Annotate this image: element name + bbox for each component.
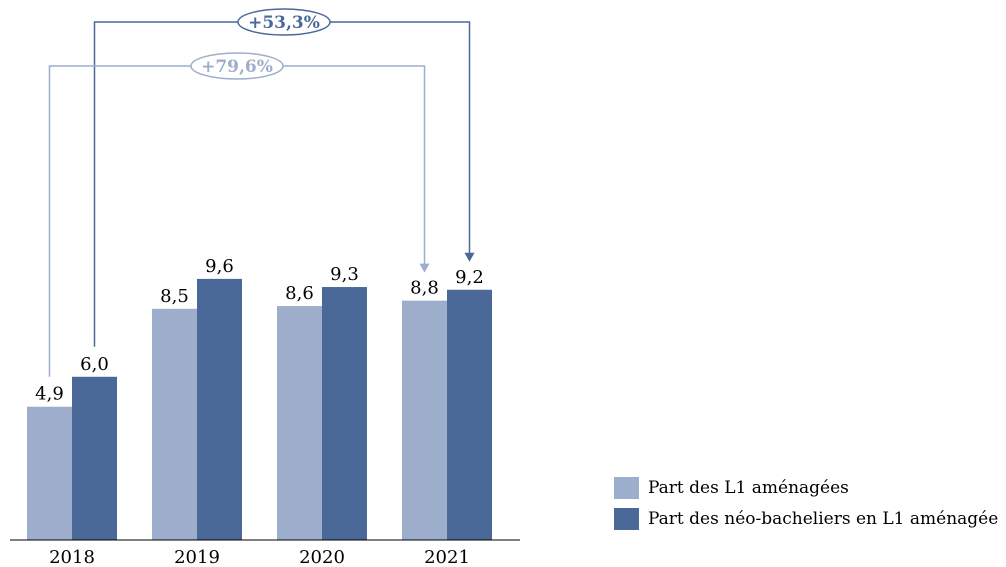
legend-swatch-neo — [614, 507, 639, 530]
bar-2021-series-1 — [402, 300, 447, 540]
annotation-label: +79,6% — [201, 57, 273, 77]
bar-2020-series-2 — [322, 287, 367, 540]
bar-2019-series-2 — [197, 278, 242, 540]
annotations-layer: +53,3% +79,6% — [48, 8, 475, 377]
legend-item-neo: Part des néo-bacheliers en L1 aménagée — [614, 506, 998, 531]
data-label: 9,6 — [205, 256, 234, 277]
legend-item-l1: Part des L1 aménagées — [614, 475, 998, 500]
bars-layer: 4,9 8,5 8,6 8,8 6,0 9,6 9,3 9,2 — [27, 256, 492, 540]
legend: Part des L1 aménagées Part des néo-bache… — [614, 475, 998, 537]
bar-2020-series-1 — [277, 306, 322, 540]
annotation-arrowhead — [419, 263, 430, 273]
x-tick-label: 2018 — [49, 547, 95, 567]
data-label: 4,9 — [35, 384, 64, 405]
annotation-badge — [237, 8, 331, 36]
annotation-label: +53,3% — [248, 13, 320, 33]
data-label: 6,0 — [80, 354, 109, 375]
x-tick-label: 2020 — [299, 547, 345, 567]
legend-label-l1: Part des L1 aménagées — [648, 477, 849, 498]
bar-2019-series-1 — [152, 308, 197, 540]
data-label: 9,3 — [330, 264, 359, 285]
legend-label-neo: Part des néo-bacheliers en L1 aménagée — [648, 508, 999, 529]
data-label: 8,6 — [285, 283, 314, 304]
x-tick-label: 2021 — [424, 547, 470, 567]
annotation-badge — [190, 52, 284, 80]
x-tick-label: 2019 — [174, 547, 220, 567]
data-label: 8,8 — [410, 278, 439, 299]
bar-2018-series-1 — [27, 406, 72, 540]
ticks-layer: 2018 2019 2020 2021 — [49, 547, 470, 567]
bar-2021-series-2 — [447, 289, 492, 540]
bar-2018-series-2 — [72, 376, 117, 540]
data-label: 8,5 — [160, 286, 189, 307]
legend-swatch-l1 — [614, 476, 639, 499]
data-label: 9,2 — [455, 267, 484, 288]
bar-chart: +53,3% +79,6% 4,9 8,5 8,6 8,8 6,0 9,6 9,3 9,2 20… — [10, 8, 520, 567]
annotation-arrowhead — [464, 252, 475, 262]
